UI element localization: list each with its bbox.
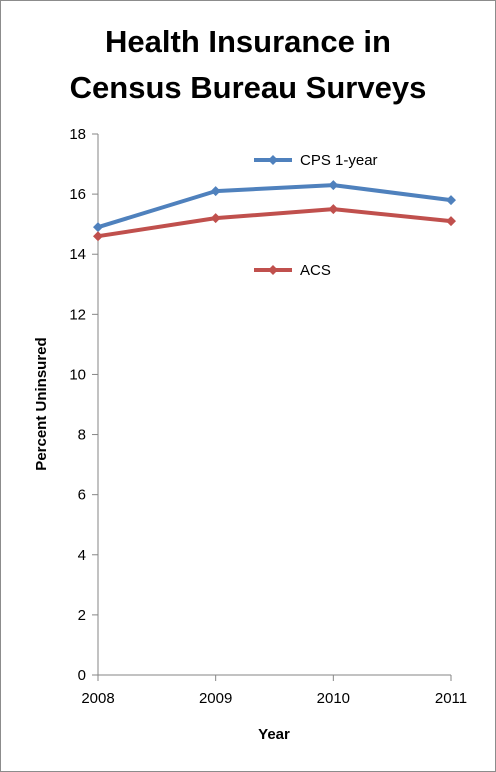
series-2 xyxy=(93,204,456,242)
y-tick-label: 2 xyxy=(78,607,86,624)
y-tick-label: 18 xyxy=(69,126,86,143)
legend-swatch-marker xyxy=(268,265,278,275)
data-point xyxy=(210,186,221,197)
series-1 xyxy=(93,180,456,233)
series-line xyxy=(97,207,452,239)
legend-entry: ACS xyxy=(254,262,331,279)
data-point xyxy=(93,231,103,242)
y-tick-label: 10 xyxy=(69,366,86,383)
y-tick-label: 12 xyxy=(69,306,86,323)
x-tick-label: 2008 xyxy=(81,690,114,707)
data-point xyxy=(328,204,339,215)
y-tick-label: 8 xyxy=(78,427,86,444)
data-point xyxy=(328,180,339,191)
y-tick-label: 4 xyxy=(78,547,86,564)
x-tick-label: 2011 xyxy=(435,690,467,707)
y-tick-label: 16 xyxy=(69,186,86,203)
chart-title-line-2: Census Bureau Surveys xyxy=(70,70,427,105)
x-tick-label: 2009 xyxy=(199,690,232,707)
y-tick-label: 14 xyxy=(69,246,86,263)
legend-label: ACS xyxy=(300,262,331,279)
legend-label: CPS 1-year xyxy=(300,152,378,169)
data-point xyxy=(93,222,103,233)
legend-entry: CPS 1-year xyxy=(254,152,378,169)
data-point xyxy=(446,216,456,227)
data-point xyxy=(446,195,456,206)
x-tick-label: 2010 xyxy=(317,690,350,707)
legend-swatch-marker xyxy=(268,155,278,165)
chart-title-line-1: Health Insurance in xyxy=(105,24,391,59)
y-tick-label: 0 xyxy=(78,667,86,684)
y-tick-label: 6 xyxy=(78,487,86,504)
series-line xyxy=(97,183,452,230)
data-point xyxy=(210,213,221,224)
x-axis-label: Year xyxy=(258,726,290,743)
y-axis-label: Percent Uninsured xyxy=(33,337,50,470)
